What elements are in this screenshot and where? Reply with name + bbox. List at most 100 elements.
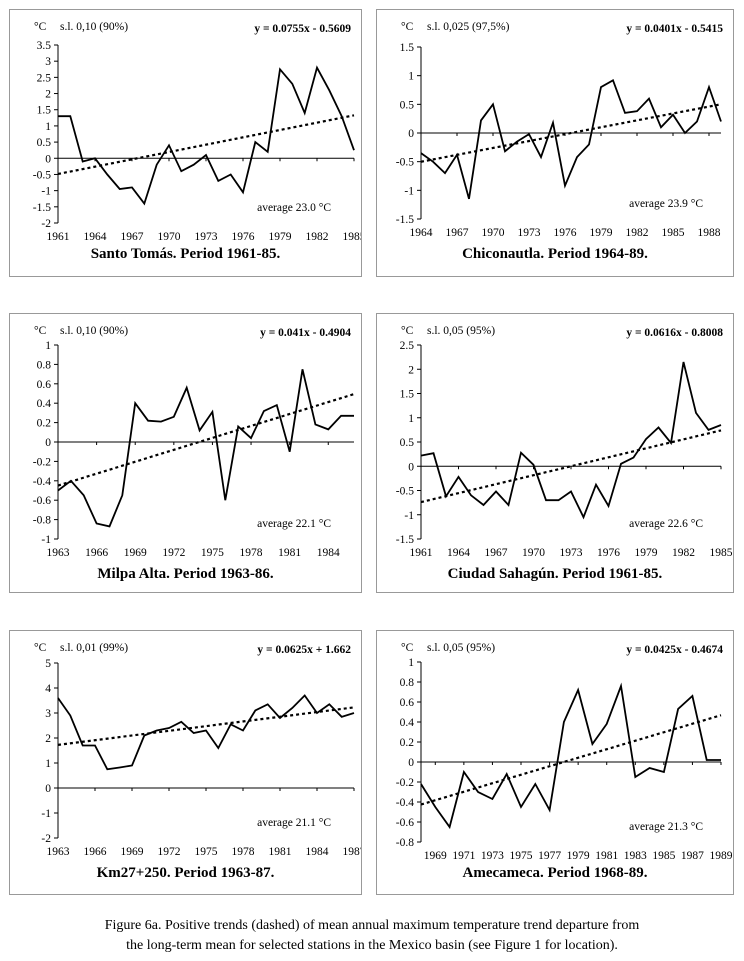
unit-label: °C xyxy=(34,642,47,654)
y-tick-label: -1.5 xyxy=(396,534,414,546)
chart-svg-2: °C s.l. 0,025 (97,5%) y = 0.0401x - 0.5415… xyxy=(396,21,723,239)
trend-equation: y = 0.0425x - 0.4674 xyxy=(626,644,723,656)
departure-series-line xyxy=(58,65,355,206)
x-tick-label: 1971 xyxy=(452,850,475,862)
trend-line xyxy=(420,103,722,163)
x-tick-label: 1981 xyxy=(278,547,301,559)
y-tick-label: -1.5 xyxy=(33,202,51,214)
x-tick-label: 1979 xyxy=(269,231,292,243)
y-tick-label: 0.4 xyxy=(37,398,52,410)
y-tick-label: 1.5 xyxy=(400,42,415,54)
y-tick-label: -2 xyxy=(41,218,51,230)
x-tick-label: 1985 xyxy=(652,850,675,862)
y-tick-label: -0.2 xyxy=(33,456,51,468)
x-tick-label: 1963 xyxy=(47,846,70,858)
trend-line xyxy=(57,706,355,746)
y-tick-label: 0.5 xyxy=(400,99,415,111)
y-tick-label: -0.4 xyxy=(33,476,51,488)
x-tick-label: 1985 xyxy=(343,231,362,243)
significance-label: s.l. 0,10 (90%) xyxy=(60,325,128,337)
trend-equation: y = 0.0625x + 1.662 xyxy=(257,644,351,656)
x-tick-label: 1977 xyxy=(538,850,561,862)
y-tick-label: 0.2 xyxy=(400,737,415,749)
x-tick-label: 1964 xyxy=(447,547,470,559)
y-tick-label: 1.5 xyxy=(37,105,52,117)
chart-svg-1: °C s.l. 0,10 (90%) y = 0.0755x - 0.5609 -2 -… xyxy=(33,21,362,243)
chart-panel-1: °C s.l. 0,10 (90%) y = 0.0755x - 0.5609 -2 -… xyxy=(9,9,362,277)
x-tick-label: 1973 xyxy=(195,231,218,243)
caption-line-2: the long-term mean for selected stations… xyxy=(126,938,618,953)
x-tick-label: 1970 xyxy=(482,227,505,239)
departure-series-line xyxy=(420,78,722,200)
y-tick-label: -1 xyxy=(41,808,51,820)
chart-svg-6: °C s.l. 0,05 (95%) y = 0.0425x - 0.4674 -0.… xyxy=(396,642,733,862)
chart-title: Chiconautla. Period 1964-89. xyxy=(462,246,648,262)
x-tick-label: 1964 xyxy=(410,227,433,239)
y-tick-label: 0.8 xyxy=(37,359,52,371)
average-label: average 23.9 °C xyxy=(629,198,703,210)
chart-svg-3: °C s.l. 0,10 (90%) y = 0.041x - 0.4904 -1 -0… xyxy=(33,325,355,559)
y-tick-label: -0.2 xyxy=(396,777,414,789)
x-tick-label: 1989 xyxy=(710,850,733,862)
significance-label: s.l. 0,10 (90%) xyxy=(60,21,128,33)
x-tick-label: 1964 xyxy=(84,231,107,243)
y-tick-label: -0.8 xyxy=(396,837,414,849)
x-tick-label: 1967 xyxy=(121,231,144,243)
trend-line xyxy=(420,714,722,806)
y-tick-label: 0 xyxy=(408,757,414,769)
x-tick-label: 1988 xyxy=(698,227,721,239)
caption-line-1: Figure 6a. Positive trends (dashed) of m… xyxy=(104,918,640,933)
chart-panel-4: °C s.l. 0,05 (95%) y = 0.0616x - 0.8008 -1.… xyxy=(376,313,734,593)
y-tick-label: -0.5 xyxy=(33,169,51,181)
unit-label: °C xyxy=(401,325,414,337)
x-tick-label: 1981 xyxy=(595,850,618,862)
y-tick-label: 3 xyxy=(45,56,51,68)
trend-line xyxy=(57,114,355,176)
x-tick-label: 1969 xyxy=(121,846,144,858)
chart-svg-5: °C s.l. 0,01 (99%) y = 0.0625x + 1.662 -2 -1… xyxy=(34,642,361,858)
significance-label: s.l. 0,05 (95%) xyxy=(427,642,495,654)
departure-series-line xyxy=(57,694,355,771)
y-tick-label: -0.5 xyxy=(396,486,414,498)
figure-caption: Figure 6a. Positive trends (dashed) of m… xyxy=(20,916,724,956)
trend-equation: y = 0.041x - 0.4904 xyxy=(260,327,351,339)
x-tick-label: 1984 xyxy=(306,846,329,858)
x-tick-label: 1969 xyxy=(124,547,147,559)
y-tick-label: -0.6 xyxy=(396,817,414,829)
y-tick-label: 0.2 xyxy=(37,418,52,430)
chart-title: Km27+250. Period 1963-87. xyxy=(96,865,275,881)
x-tick-label: 1961 xyxy=(47,231,70,243)
trend-equation: y = 0.0616x - 0.8008 xyxy=(626,327,723,339)
x-tick-label: 1976 xyxy=(597,547,620,559)
trend-line xyxy=(57,393,355,487)
y-tick-label: 0 xyxy=(408,128,414,140)
chart-title: Ciudad Sahagún. Period 1961-85. xyxy=(447,566,663,582)
x-tick-label: 1961 xyxy=(410,547,433,559)
y-tick-label: -1 xyxy=(41,534,51,546)
x-tick-label: 1982 xyxy=(306,231,329,243)
significance-label: s.l. 0,05 (95%) xyxy=(427,325,495,337)
y-tick-label: 1 xyxy=(45,121,51,133)
chart-panel-3: °C s.l. 0,10 (90%) y = 0.041x - 0.4904 -1 -0… xyxy=(9,313,362,593)
chart-panel-2: °C s.l. 0,025 (97,5%) y = 0.0401x - 0.5415… xyxy=(376,9,734,277)
x-tick-label: 1984 xyxy=(317,547,340,559)
y-tick-label: 1 xyxy=(45,758,51,770)
chart-svg-4: °C s.l. 0,05 (95%) y = 0.0616x - 0.8008 -1.… xyxy=(396,325,733,559)
average-label: average 21.1 °C xyxy=(257,817,331,829)
x-tick-label: 1966 xyxy=(85,547,108,559)
x-tick-label: 1973 xyxy=(560,547,583,559)
y-tick-label: -0.6 xyxy=(33,495,51,507)
y-tick-label: 3.5 xyxy=(37,40,52,52)
x-tick-label: 1979 xyxy=(635,547,658,559)
trend-equation: y = 0.0755x - 0.5609 xyxy=(254,23,351,35)
y-tick-label: 2 xyxy=(45,89,51,101)
trend-equation: y = 0.0401x - 0.5415 xyxy=(626,23,723,35)
chart-title: Milpa Alta. Period 1963-86. xyxy=(97,566,274,582)
x-tick-label: 1967 xyxy=(446,227,469,239)
y-tick-label: 0.5 xyxy=(37,137,52,149)
unit-label: °C xyxy=(401,21,414,33)
y-tick-label: 2.5 xyxy=(37,72,52,84)
y-tick-label: 0.6 xyxy=(37,379,52,391)
y-tick-label: -1.5 xyxy=(396,214,414,226)
y-tick-label: 0.4 xyxy=(400,717,415,729)
